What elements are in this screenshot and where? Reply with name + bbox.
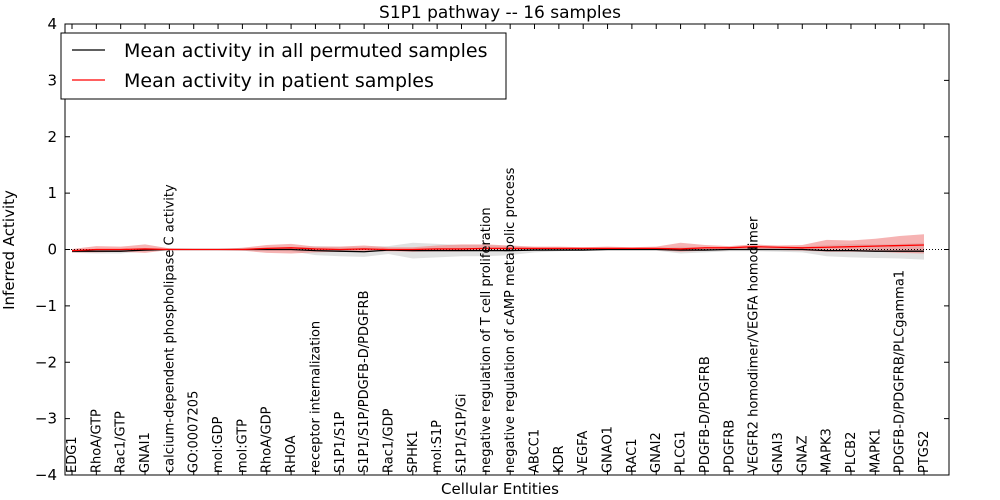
- x-category-label: RHOA: [284, 435, 299, 473]
- y-axis-title: Inferred Activity: [0, 190, 18, 310]
- band-patient: [72, 234, 924, 254]
- x-category-label: RhoA/GTP: [89, 409, 104, 473]
- x-category-label: PDGFB-D/PDGFRB: [698, 356, 713, 473]
- x-category-label: RhoA/GDP: [260, 406, 275, 473]
- y-tick-label: −2: [35, 353, 57, 371]
- line-layer: [71, 244, 925, 253]
- x-category-label: KDR: [552, 445, 567, 473]
- legend: Mean activity in all permuted samples Me…: [60, 32, 507, 100]
- x-category-label: GNAO1: [601, 426, 616, 473]
- y-tick-label: 2: [47, 128, 57, 146]
- legend-box: [60, 32, 507, 100]
- y-tick-label: 0: [47, 241, 57, 259]
- x-category-label: GNAI3: [771, 432, 786, 473]
- x-category-label: VEGFA: [576, 431, 591, 473]
- y-tick-label: −3: [35, 410, 57, 428]
- x-category-label: SPHK1: [406, 430, 421, 473]
- x-category-label: Rac1/GTP: [114, 411, 129, 473]
- x-category-label: S1P1/S1P: [333, 411, 348, 473]
- y-tick-label: 4: [47, 15, 57, 33]
- x-category-label: GNAZ: [795, 435, 810, 473]
- x-category-label: mol:GDP: [211, 416, 226, 473]
- x-category-label: negative regulation of T cell proliferat…: [479, 207, 494, 473]
- y-tick-label: −4: [35, 466, 57, 484]
- x-category-label: GNAI2: [649, 432, 664, 473]
- x-category-label: VEGFR2 homodimer/VEGFA homodimer: [747, 216, 762, 473]
- x-category-label: PDGFRB: [722, 420, 737, 473]
- series-line-patient: [71, 244, 925, 252]
- x-category-label: receptor internalization: [308, 321, 323, 473]
- x-category-label: PDGFB-D/PDGFRB/PLCgamma1: [893, 270, 908, 473]
- x-category-label: S1P1/S1P/Gi: [454, 394, 469, 473]
- y-tick-label: 1: [47, 184, 57, 202]
- x-category-label: MAPK3: [820, 428, 835, 473]
- x-category-label: S1P1/S1P/PDGFB-D/PDGFRB: [357, 290, 372, 473]
- x-category-label: ABCC1: [528, 429, 543, 473]
- x-category-label: PTGS2: [917, 431, 932, 473]
- x-category-label: PLCG1: [674, 430, 689, 473]
- y-axis: −4 −3 −2 −1 0 1 2 3 4: [35, 15, 949, 484]
- x-category-label: calcium-dependent phospholipase C activi…: [162, 184, 177, 473]
- x-category-label: mol:GTP: [235, 419, 250, 473]
- x-category-label: PLCB2: [844, 432, 859, 473]
- y-tick-label: −1: [35, 297, 57, 315]
- x-category-label: MAPK1: [868, 428, 883, 473]
- x-axis-title: Cellular Entities: [441, 480, 559, 498]
- x-category-label: RAC1: [625, 438, 640, 473]
- x-category-label: Rac1/GDP: [381, 408, 396, 473]
- x-category-label: EDG1: [65, 436, 80, 473]
- x-category-label: mol:S1P: [430, 420, 445, 473]
- chart-title: S1P1 pathway -- 16 samples: [379, 3, 621, 23]
- x-category-label: negative regulation of cAMP metabolic pr…: [503, 167, 518, 473]
- y-tick-label: 3: [47, 71, 57, 89]
- legend-label-patient: Mean activity in patient samples: [124, 70, 434, 92]
- x-axis: EDG1 RhoA/GTP Rac1/GTP GNAI1 calcium-depende…: [65, 24, 932, 475]
- x-category-label: GNAI1: [138, 432, 153, 473]
- legend-label-permuted: Mean activity in all permuted samples: [124, 40, 487, 62]
- x-category-label: GO:0007205: [187, 391, 202, 473]
